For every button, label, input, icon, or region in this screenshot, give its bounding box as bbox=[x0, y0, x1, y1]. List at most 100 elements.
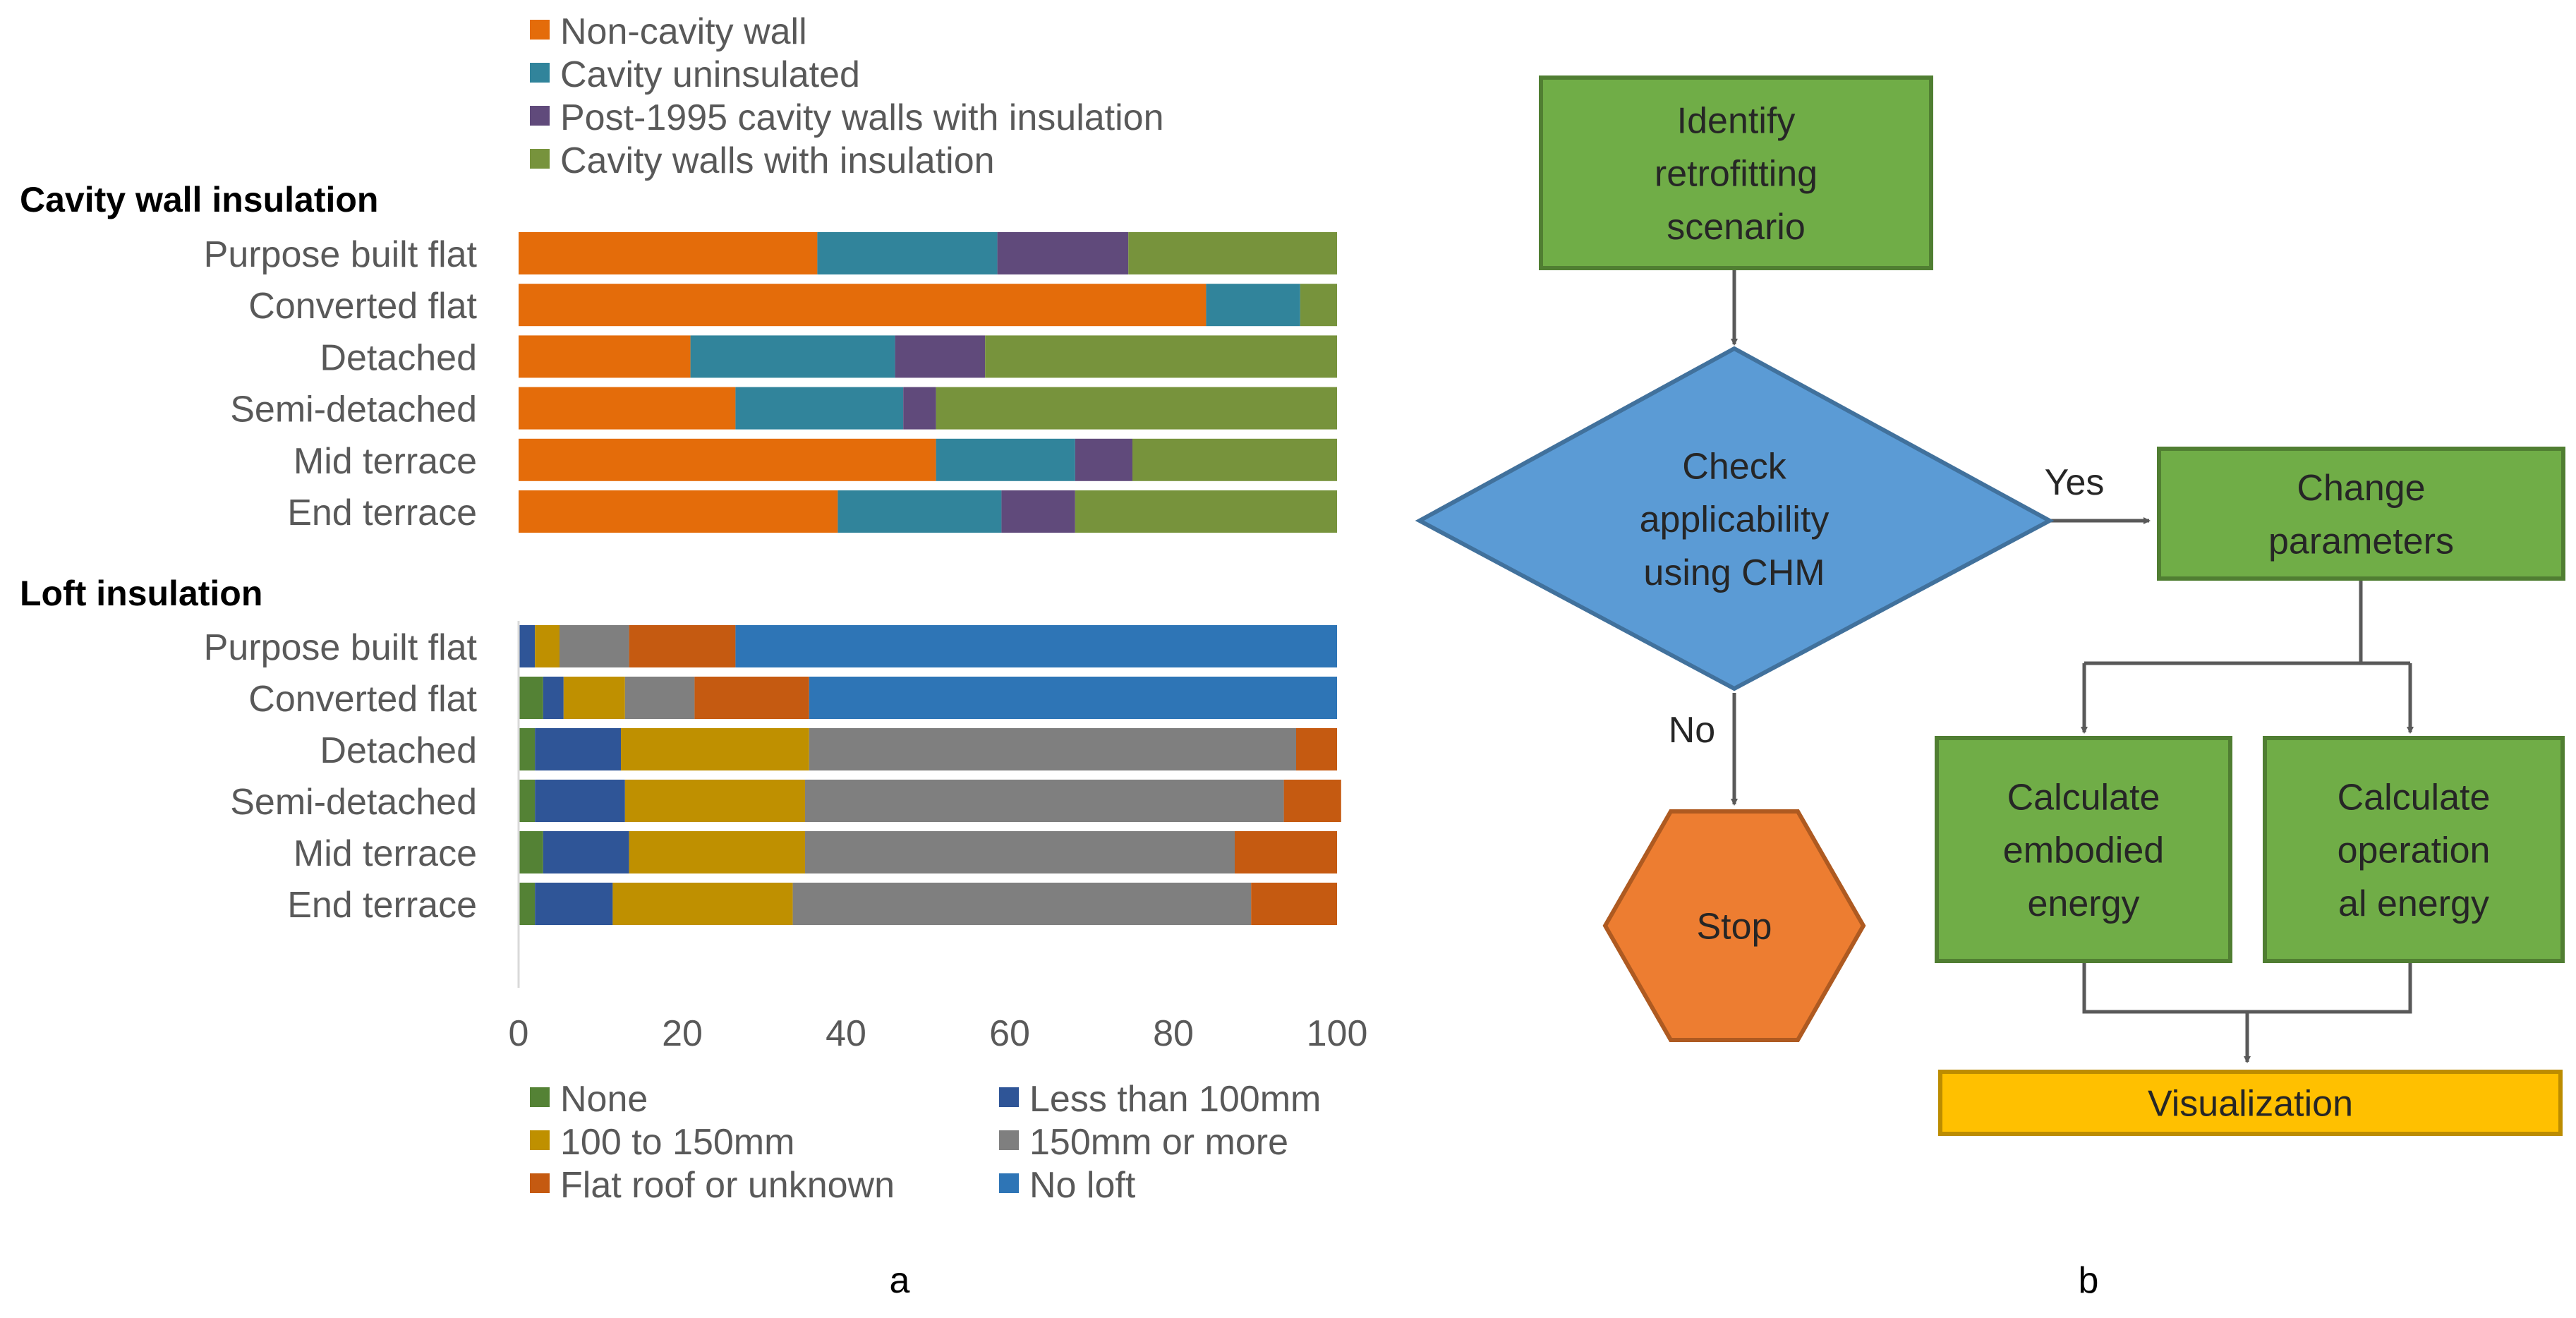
bar-segment bbox=[535, 625, 560, 667]
category-label: Purpose built flat bbox=[204, 627, 478, 668]
identify-box: Identify retrofitting scenario bbox=[1539, 75, 1933, 270]
legend-swatch bbox=[530, 1130, 550, 1150]
legend-swatch bbox=[530, 20, 550, 40]
bar-segment bbox=[805, 780, 1284, 822]
bar-segment bbox=[1296, 728, 1337, 770]
bar-segment bbox=[1300, 284, 1337, 327]
embodied-box-shape bbox=[1935, 736, 2232, 963]
category-label: End terrace bbox=[287, 885, 477, 926]
bar-segment bbox=[1075, 438, 1132, 481]
stop-node: Stop bbox=[1602, 809, 1866, 1042]
check-decision-text: Check bbox=[1682, 446, 1786, 487]
category-label: Mid terrace bbox=[294, 833, 477, 874]
legend-swatch bbox=[999, 1130, 1019, 1150]
embodied-box-text: embodied bbox=[2003, 830, 2164, 871]
legend-swatch bbox=[530, 1087, 550, 1107]
change-box-text: Change bbox=[2297, 468, 2425, 509]
legend-label: No loft bbox=[1029, 1165, 1136, 1206]
bar-segment bbox=[543, 677, 564, 719]
bar-segment bbox=[817, 232, 998, 274]
bar-segment bbox=[735, 625, 1337, 667]
bar-segment bbox=[690, 335, 895, 378]
bar-segment bbox=[519, 490, 838, 533]
category-label: Semi-detached bbox=[230, 782, 477, 823]
category-label: Purpose built flat bbox=[204, 234, 478, 275]
legend-label: None bbox=[560, 1079, 648, 1120]
bar-segment bbox=[519, 677, 543, 719]
x-tick-label: 20 bbox=[662, 1013, 703, 1054]
category-label: Semi-detached bbox=[230, 389, 477, 430]
embodied-box: Calculate embodied energy bbox=[1935, 736, 2232, 963]
identify-box-text: retrofitting bbox=[1655, 154, 1818, 195]
cavity-wall-chart: Purpose built flat Converted flat Detached… bbox=[204, 232, 1337, 533]
legend-swatch bbox=[530, 1173, 550, 1193]
yes-label: Yes bbox=[2045, 462, 2105, 503]
bar-segment bbox=[735, 387, 904, 430]
embodied-box-text: energy bbox=[2028, 883, 2140, 924]
legend-label: 150mm or more bbox=[1029, 1122, 1288, 1163]
legend-label: Cavity uninsulated bbox=[560, 54, 860, 95]
x-tick-label: 100 bbox=[1307, 1013, 1368, 1054]
bar-segment bbox=[612, 883, 793, 925]
bar-segment bbox=[543, 831, 629, 873]
stop-text: Stop bbox=[1697, 907, 1772, 948]
change-box-shape bbox=[2157, 447, 2565, 581]
category-label: Detached bbox=[320, 730, 477, 771]
x-tick-label: 40 bbox=[826, 1013, 866, 1054]
bar-segment bbox=[519, 335, 691, 378]
category-label: End terrace bbox=[287, 492, 477, 533]
bar-segment bbox=[621, 728, 809, 770]
bar-segment bbox=[519, 831, 543, 873]
bar-segment bbox=[985, 335, 1337, 378]
identify-box-shape bbox=[1539, 75, 1933, 270]
operational-box-text: operation bbox=[2338, 830, 2491, 871]
bar-segment bbox=[936, 387, 1337, 430]
line-merge bbox=[2082, 961, 2412, 1014]
x-tick-label: 80 bbox=[1153, 1013, 1194, 1054]
legend-label: Less than 100mm bbox=[1029, 1079, 1321, 1120]
panel-b-label: b bbox=[2079, 1260, 2099, 1301]
panel-a-label: a bbox=[890, 1260, 910, 1301]
bar-segment bbox=[519, 883, 536, 925]
legend-swatch bbox=[530, 149, 550, 169]
change-box: Change parameters bbox=[2157, 447, 2565, 581]
bar-segment bbox=[519, 387, 736, 430]
x-tick-label: 60 bbox=[989, 1013, 1030, 1054]
bar-segment bbox=[694, 677, 809, 719]
cavity-chart-title: Cavity wall insulation bbox=[20, 180, 378, 219]
bar-segment bbox=[535, 780, 625, 822]
flow-connectors bbox=[1731, 268, 2414, 1063]
legend-swatch bbox=[530, 63, 550, 83]
bar-segment bbox=[519, 284, 1207, 327]
operational-box-shape bbox=[2263, 736, 2565, 963]
identify-box-text: scenario bbox=[1667, 207, 1806, 248]
bar-segment bbox=[535, 728, 621, 770]
bar-segment bbox=[1128, 232, 1337, 274]
no-label: No bbox=[1669, 710, 1715, 751]
legend-label: Flat roof or unknown bbox=[560, 1165, 895, 1206]
legend-label: Cavity walls with insulation bbox=[560, 140, 995, 181]
category-label: Converted flat bbox=[248, 679, 477, 720]
operational-box: Calculate operation al energy bbox=[2263, 736, 2565, 963]
legend-label: Post-1995 cavity walls with insulation bbox=[560, 97, 1164, 138]
bar-segment bbox=[519, 728, 536, 770]
flowchart: Identify retrofitting scenario Check applica… bbox=[1415, 75, 2565, 1136]
bar-segment bbox=[560, 625, 629, 667]
stop-shape bbox=[1602, 809, 1866, 1042]
legend-label: Non-cavity wall bbox=[560, 11, 807, 52]
bar-segment bbox=[563, 677, 625, 719]
category-label: Mid terrace bbox=[294, 441, 477, 482]
bar-segment bbox=[792, 883, 1252, 925]
bar-segment bbox=[535, 883, 613, 925]
loft-x-axis: 0 20 40 60 80 100 bbox=[509, 621, 1368, 1054]
x-tick-label: 0 bbox=[509, 1013, 529, 1054]
bar-segment bbox=[519, 232, 818, 274]
check-decision-text: using CHM bbox=[1643, 552, 1825, 593]
bar-segment bbox=[1001, 490, 1075, 533]
legend-label: 100 to 150mm bbox=[560, 1122, 794, 1163]
bar-segment bbox=[895, 335, 986, 378]
bar-segment bbox=[624, 677, 695, 719]
visualization-box: Visualization bbox=[1938, 1070, 2563, 1136]
